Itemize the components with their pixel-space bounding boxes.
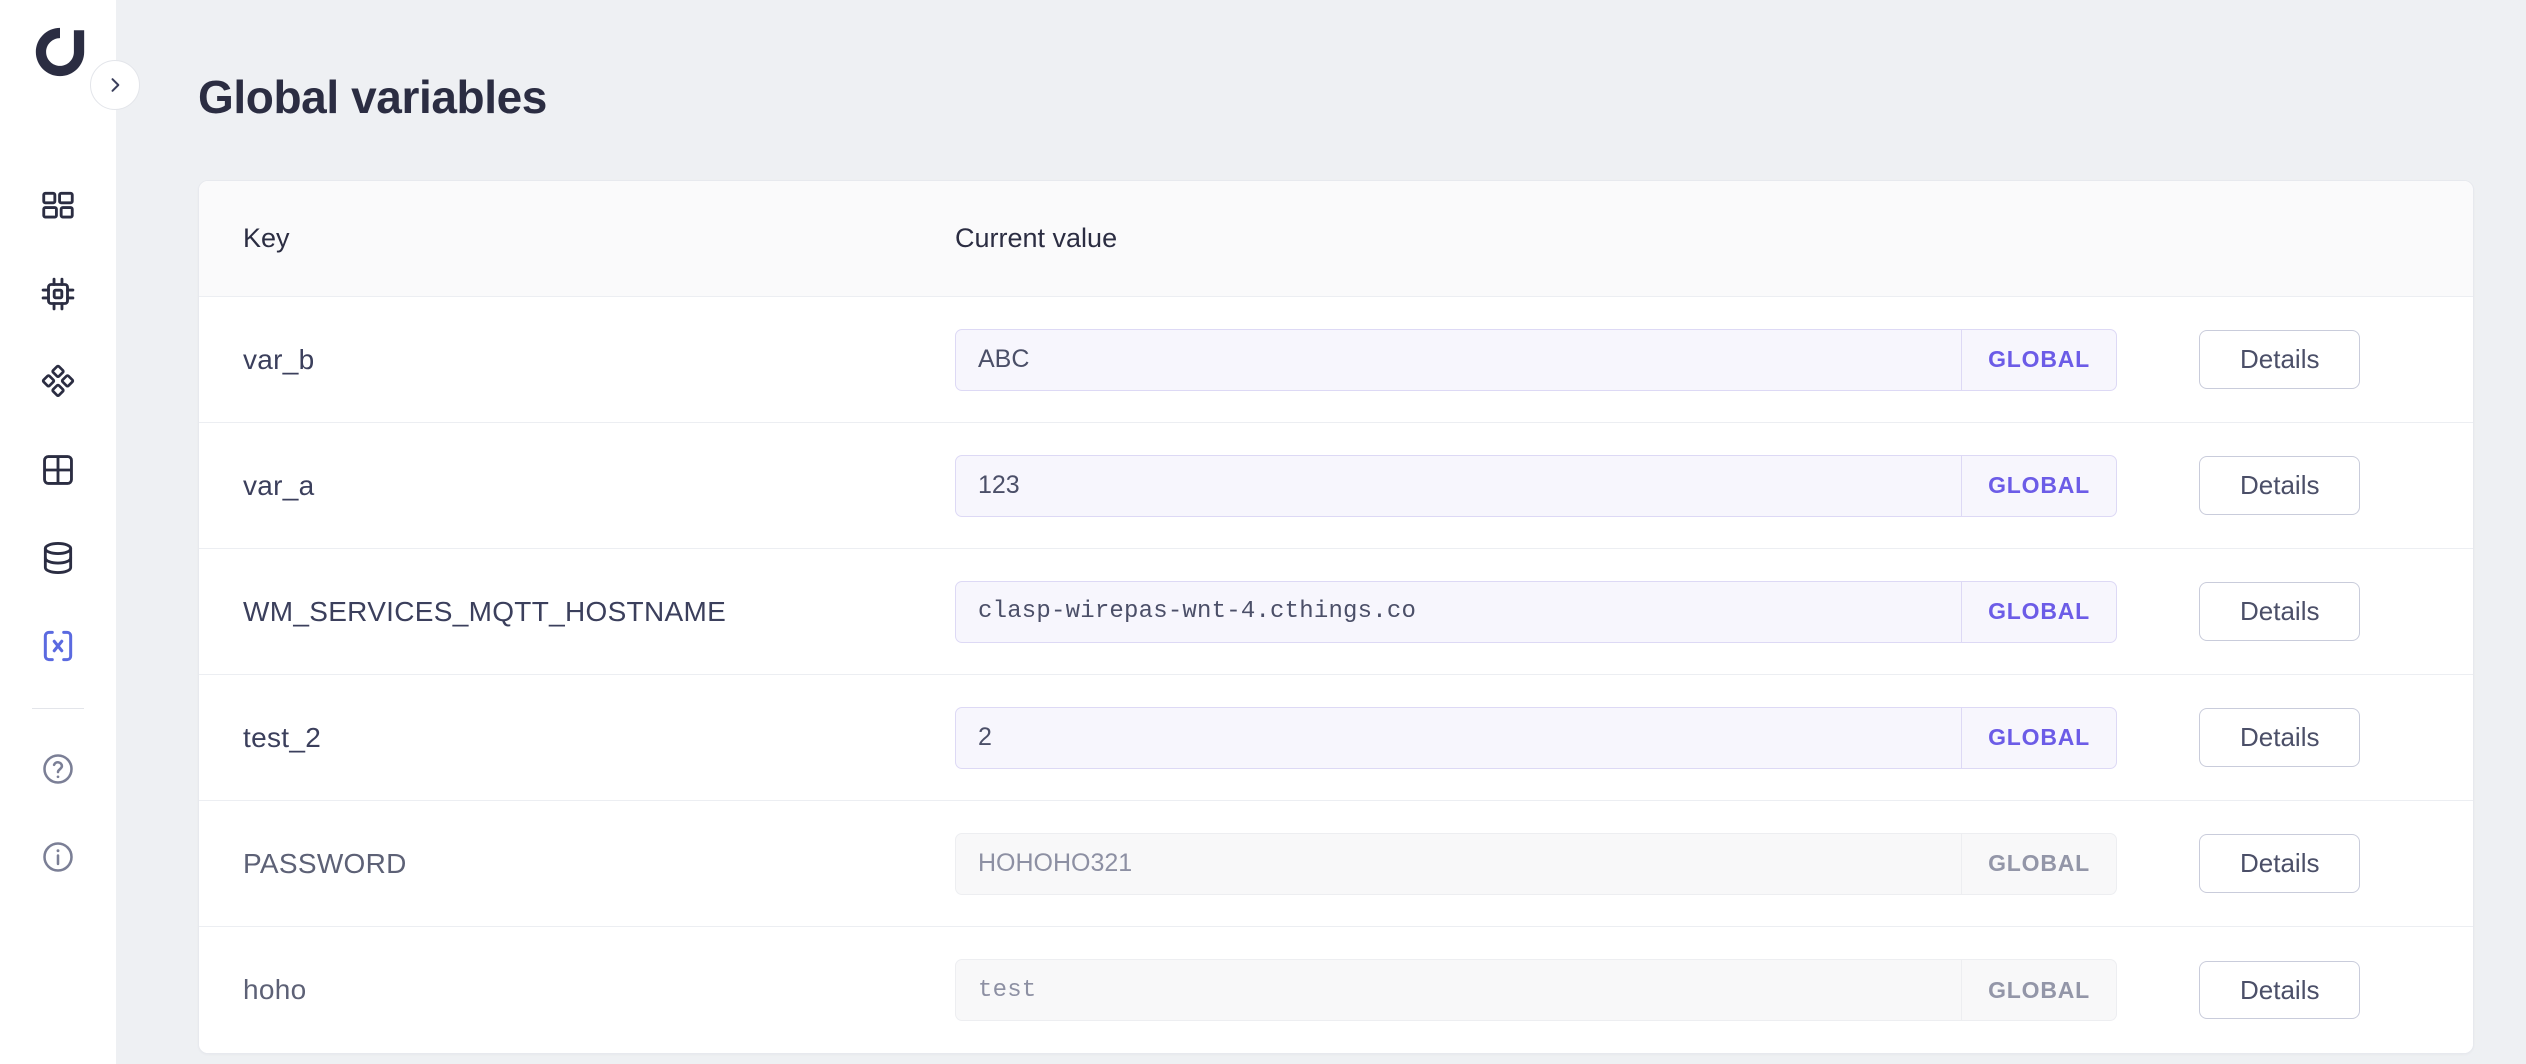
sidebar-item-help[interactable]: [0, 725, 116, 813]
sidebar-item-layouts[interactable]: [0, 426, 116, 514]
chevron-right-icon: [111, 78, 120, 92]
variable-key: var_b: [243, 343, 315, 375]
variable-value-input: [956, 960, 1962, 1020]
variable-value-cell: GLOBAL: [955, 328, 2199, 391]
table-body: var_bGLOBALDetailsvar_aGLOBALDetailsWM_S…: [199, 297, 2473, 1053]
table-row: PASSWORD GLOBAL Details: [199, 801, 2473, 927]
page-title: Global variables: [198, 71, 547, 123]
variable-value-cell: GLOBAL: [955, 706, 2199, 769]
column-header-key: Key: [243, 223, 290, 253]
sidebar-item-data[interactable]: [0, 514, 116, 602]
table-row: hoho GLOBAL Details: [199, 927, 2473, 1053]
question-circle-icon: [40, 751, 76, 787]
brand-logo[interactable]: [0, 0, 116, 104]
variable-value-input-group: GLOBAL: [955, 706, 2117, 769]
scope-badge: GLOBAL: [1961, 960, 2116, 1020]
variable-action-cell: Details: [2199, 960, 2429, 1020]
variable-value-input-group: GLOBAL: [955, 328, 2117, 391]
scope-badge: GLOBAL: [1961, 455, 2116, 516]
variable-key: PASSWORD: [243, 847, 407, 879]
table-row: test_2 GLOBAL Details: [199, 675, 2473, 801]
dashboard-grid-icon: [39, 187, 77, 225]
details-button[interactable]: Details: [2199, 330, 2361, 389]
details-button[interactable]: Details: [2199, 456, 2361, 515]
variable-value-cell: GLOBAL: [955, 454, 2199, 517]
variable-action-cell: Details: [2199, 708, 2429, 767]
main-content: Global variables Key Current value var_b…: [116, 0, 2526, 1064]
variable-key: var_a: [243, 469, 315, 501]
variable-value-input-group: GLOBAL: [955, 959, 2117, 1021]
variable-value-cell: GLOBAL: [955, 832, 2199, 895]
scope-badge: GLOBAL: [1961, 329, 2116, 390]
details-button[interactable]: Details: [2199, 960, 2361, 1020]
grid-table-icon: [39, 451, 77, 489]
info-circle-icon: [40, 839, 76, 875]
sidebar-item-about[interactable]: [0, 813, 116, 901]
variables-table-card: Key Current value var_bGLOBALDetailsvar_…: [198, 180, 2474, 1054]
database-icon: [39, 539, 77, 577]
variable-action-cell: Details: [2199, 456, 2429, 515]
variable-value-input-group: GLOBAL: [955, 454, 2117, 517]
variable-key: WM_SERVICES_MQTT_HOSTNAME: [243, 595, 727, 627]
variable-key: test_2: [243, 721, 322, 753]
variable-key: hoho: [243, 974, 307, 1005]
scope-badge: GLOBAL: [1961, 707, 2116, 768]
sidebar-nav: [0, 162, 116, 901]
brand-logo-icon: [35, 27, 85, 77]
variable-action-cell: Details: [2199, 330, 2429, 389]
variable-value-input[interactable]: [956, 707, 1962, 768]
sidebar-divider: [32, 708, 84, 709]
variable-value-input-group: GLOBAL: [955, 580, 2117, 643]
details-button[interactable]: Details: [2199, 834, 2361, 893]
variable-value-input[interactable]: [956, 455, 1962, 516]
variable-action-cell: Details: [2199, 582, 2429, 641]
table-header-row: Key Current value: [199, 181, 2473, 297]
variable-value-input[interactable]: [956, 329, 1962, 390]
scope-badge: GLOBAL: [1961, 833, 2116, 894]
variable-x-icon: [39, 627, 77, 665]
column-header-current-value: Current value: [955, 223, 1118, 253]
details-button[interactable]: Details: [2199, 708, 2361, 767]
details-button[interactable]: Details: [2199, 582, 2361, 641]
sidebar-item-dashboard[interactable]: [0, 162, 116, 250]
table-row: var_b GLOBAL Details: [199, 297, 2473, 423]
nodes-icon: [39, 363, 77, 401]
variable-value-input-group: GLOBAL: [955, 832, 2117, 895]
sidebar-item-devices[interactable]: [0, 250, 116, 338]
variable-value-cell: GLOBAL: [955, 959, 2199, 1021]
chip-icon: [39, 275, 77, 313]
variable-value-input[interactable]: [956, 581, 1962, 642]
sidebar-item-network[interactable]: [0, 338, 116, 426]
table-row: var_a GLOBAL Details: [199, 423, 2473, 549]
sidebar: [0, 0, 140, 1064]
variable-value-cell: GLOBAL: [955, 580, 2199, 643]
variable-action-cell: Details: [2199, 834, 2429, 893]
expand-sidebar-button[interactable]: [90, 60, 140, 110]
scope-badge: GLOBAL: [1961, 581, 2116, 642]
sidebar-item-variables[interactable]: [0, 602, 116, 690]
table-row: WM_SERVICES_MQTT_HOSTNAME GLOBAL Details: [199, 549, 2473, 675]
variable-value-input: [956, 833, 1962, 894]
